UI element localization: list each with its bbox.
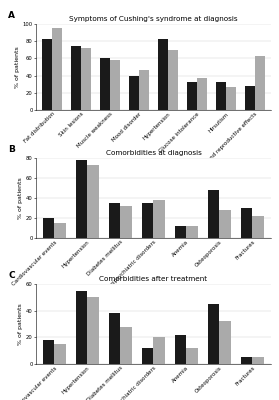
Text: A: A — [8, 11, 15, 20]
Bar — [100, 58, 110, 110]
Bar — [52, 28, 62, 110]
Bar — [241, 357, 252, 364]
Bar — [241, 208, 252, 238]
Bar — [76, 160, 87, 238]
Bar — [54, 223, 66, 238]
Bar — [168, 50, 178, 110]
Y-axis label: % of patients: % of patients — [15, 46, 20, 88]
Text: B: B — [8, 145, 15, 154]
Y-axis label: % of patients: % of patients — [18, 177, 23, 219]
Bar — [158, 40, 168, 110]
Bar — [76, 291, 87, 364]
Bar — [175, 226, 186, 238]
Bar — [153, 200, 165, 238]
Bar — [187, 82, 197, 110]
Bar — [109, 203, 121, 238]
Bar — [110, 60, 120, 110]
Bar — [226, 87, 236, 110]
Bar — [208, 304, 220, 364]
Title: Symptoms of Cushing's syndrome at diagnosis: Symptoms of Cushing's syndrome at diagno… — [69, 16, 238, 22]
Bar — [42, 40, 52, 110]
Bar — [139, 70, 149, 110]
Bar — [186, 226, 198, 238]
Bar — [220, 210, 231, 238]
Bar — [121, 327, 132, 364]
Bar — [87, 297, 99, 364]
Title: Comorbidities after treatment: Comorbidities after treatment — [99, 276, 208, 282]
Bar — [121, 206, 132, 238]
Bar — [43, 340, 54, 364]
Legend: Male, Female: Male, Female — [128, 290, 179, 296]
Bar — [87, 165, 99, 238]
Bar — [43, 218, 54, 238]
Bar — [197, 78, 207, 110]
Bar — [71, 46, 81, 110]
Bar — [109, 313, 121, 364]
Bar — [186, 348, 198, 364]
Bar — [220, 321, 231, 364]
Bar — [54, 344, 66, 364]
Y-axis label: % of patients: % of patients — [18, 303, 23, 345]
Bar — [81, 48, 91, 110]
Bar — [208, 190, 220, 238]
Bar — [175, 335, 186, 364]
Title: Comorbidities at diagnosis: Comorbidities at diagnosis — [105, 150, 201, 156]
Bar — [216, 82, 226, 110]
Bar — [153, 337, 165, 364]
Bar — [129, 76, 139, 110]
Text: C: C — [8, 271, 15, 280]
Bar — [142, 203, 153, 238]
Bar — [142, 348, 153, 364]
Bar — [245, 86, 255, 110]
Bar — [255, 56, 265, 110]
Bar — [252, 216, 264, 238]
Legend: Male, Female: Male, Female — [128, 166, 179, 171]
Bar — [252, 357, 264, 364]
